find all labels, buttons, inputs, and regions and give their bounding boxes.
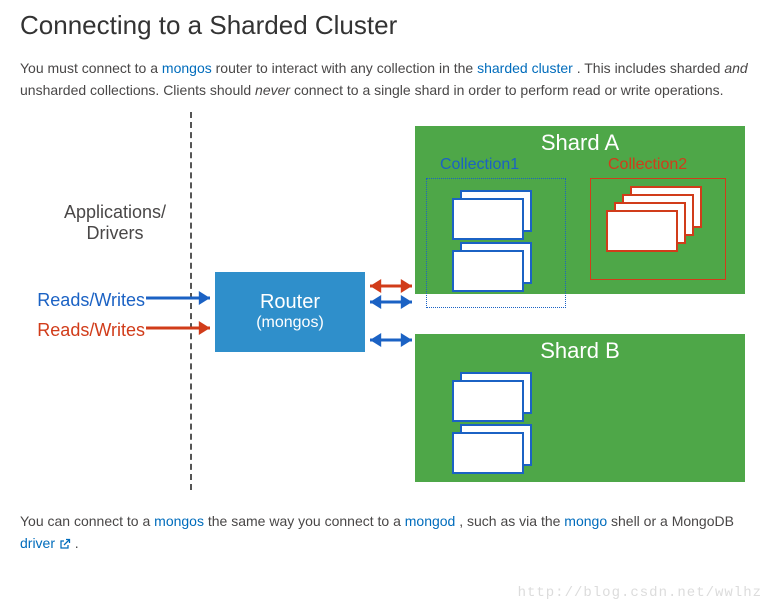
arrow-router-sharda-blue <box>360 292 422 312</box>
applications-label: Applications/ Drivers <box>50 202 180 244</box>
text: router to interact with any collection i… <box>216 60 477 76</box>
text-italic: never <box>255 82 290 98</box>
outro-paragraph: You can connect to a mongos the same way… <box>20 510 750 555</box>
text: , such as via the <box>459 513 564 529</box>
text: unsharded collections. Clients should <box>20 82 255 98</box>
router-sublabel: (mongos) <box>215 314 365 332</box>
text: You can connect to a <box>20 513 154 529</box>
reads-writes-blue: Reads/Writes <box>20 290 145 311</box>
watermark: http://blog.csdn.net/wwlhz <box>518 585 762 601</box>
text: . This includes sharded <box>577 60 725 76</box>
arrow-in-blue <box>136 288 220 308</box>
page-stack-blue <box>452 372 532 422</box>
text: shell or a MongoDB <box>611 513 734 529</box>
mongo-link[interactable]: mongo <box>564 513 607 529</box>
text: connect to a single shard in order to pe… <box>294 82 724 98</box>
sharded-cluster-link[interactable]: sharded cluster <box>477 60 573 76</box>
text: You must connect to a <box>20 60 162 76</box>
router-label: Router <box>215 291 365 314</box>
router-box: Router (mongos) <box>215 272 365 352</box>
text: driver <box>20 535 55 551</box>
page-stack-blue <box>452 242 532 292</box>
collection1-label: Collection1 <box>440 156 519 174</box>
external-link-icon <box>59 538 71 550</box>
mongos-link[interactable]: mongos <box>162 60 212 76</box>
page-title: Connecting to a Sharded Cluster <box>20 10 750 41</box>
architecture-diagram: Applications/ Drivers Reads/Writes Reads… <box>20 112 750 492</box>
text: the same way you connect to a <box>208 513 405 529</box>
collection2-label: Collection2 <box>608 156 687 174</box>
page-stack-blue <box>452 424 532 474</box>
shard-a-title: Shard A <box>415 130 745 156</box>
text: Drivers <box>87 223 144 243</box>
text-italic: and <box>724 60 747 76</box>
page-stack-blue <box>452 190 532 240</box>
reads-writes-red: Reads/Writes <box>20 320 145 341</box>
arrow-in-red <box>136 318 220 338</box>
mongod-link[interactable]: mongod <box>405 513 456 529</box>
arrow-router-shardb-blue <box>360 330 422 350</box>
shard-b-title: Shard B <box>415 338 745 364</box>
mongos-link[interactable]: mongos <box>154 513 204 529</box>
text: Applications/ <box>64 202 166 222</box>
page-stack-red <box>606 186 702 252</box>
driver-link[interactable]: driver <box>20 535 75 551</box>
text: . <box>75 535 79 551</box>
intro-paragraph: You must connect to a mongos router to i… <box>20 57 750 102</box>
